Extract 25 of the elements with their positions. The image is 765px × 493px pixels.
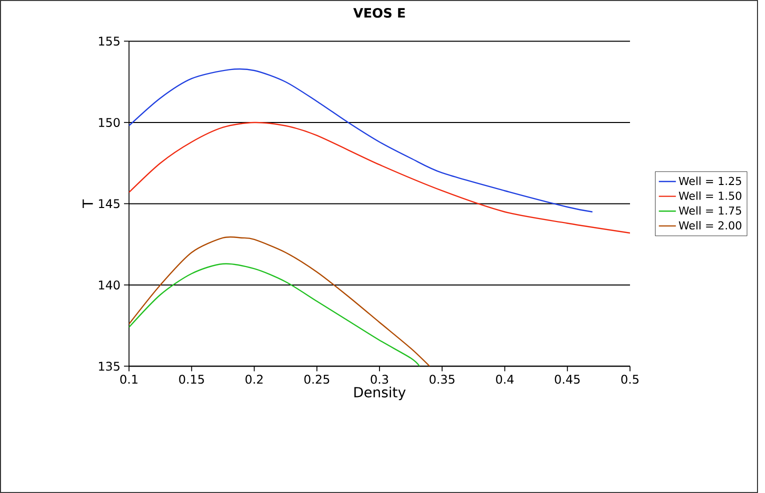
x-tick-label: 0.35 [430, 374, 454, 384]
y-tick-label: 145 [98, 199, 120, 208]
x-tick-label: 0.5 [621, 374, 638, 384]
line-series [129, 122, 630, 234]
line-series [129, 236, 430, 366]
legend-label: Well = 1.50 [678, 191, 742, 200]
line-series [129, 68, 594, 212]
x-tick-label: 0.1 [120, 374, 138, 384]
y-tick-label: 135 [98, 362, 120, 371]
legend-label: Well = 1.75 [678, 206, 742, 215]
x-tick-label: 0.2 [246, 374, 263, 384]
x-axis-title: Density [354, 386, 406, 400]
x-tick-label: 0.15 [179, 374, 204, 384]
y-tick-label: 150 [98, 118, 120, 128]
x-tick-label: 0.4 [496, 374, 514, 384]
y-tick-label: 140 [98, 280, 120, 290]
y-axis-title: T [82, 199, 93, 208]
x-tick-label: 0.25 [304, 374, 330, 384]
legend-label: Well = 2.00 [678, 221, 742, 230]
x-tick-label: 0.45 [554, 374, 580, 384]
chart-title: VEOS E [353, 8, 405, 18]
x-tick-label: 0.3 [370, 374, 388, 384]
legend-label: Well = 1.25 [678, 176, 742, 186]
line-series [129, 263, 420, 366]
y-tick-label: 155 [98, 36, 120, 46]
